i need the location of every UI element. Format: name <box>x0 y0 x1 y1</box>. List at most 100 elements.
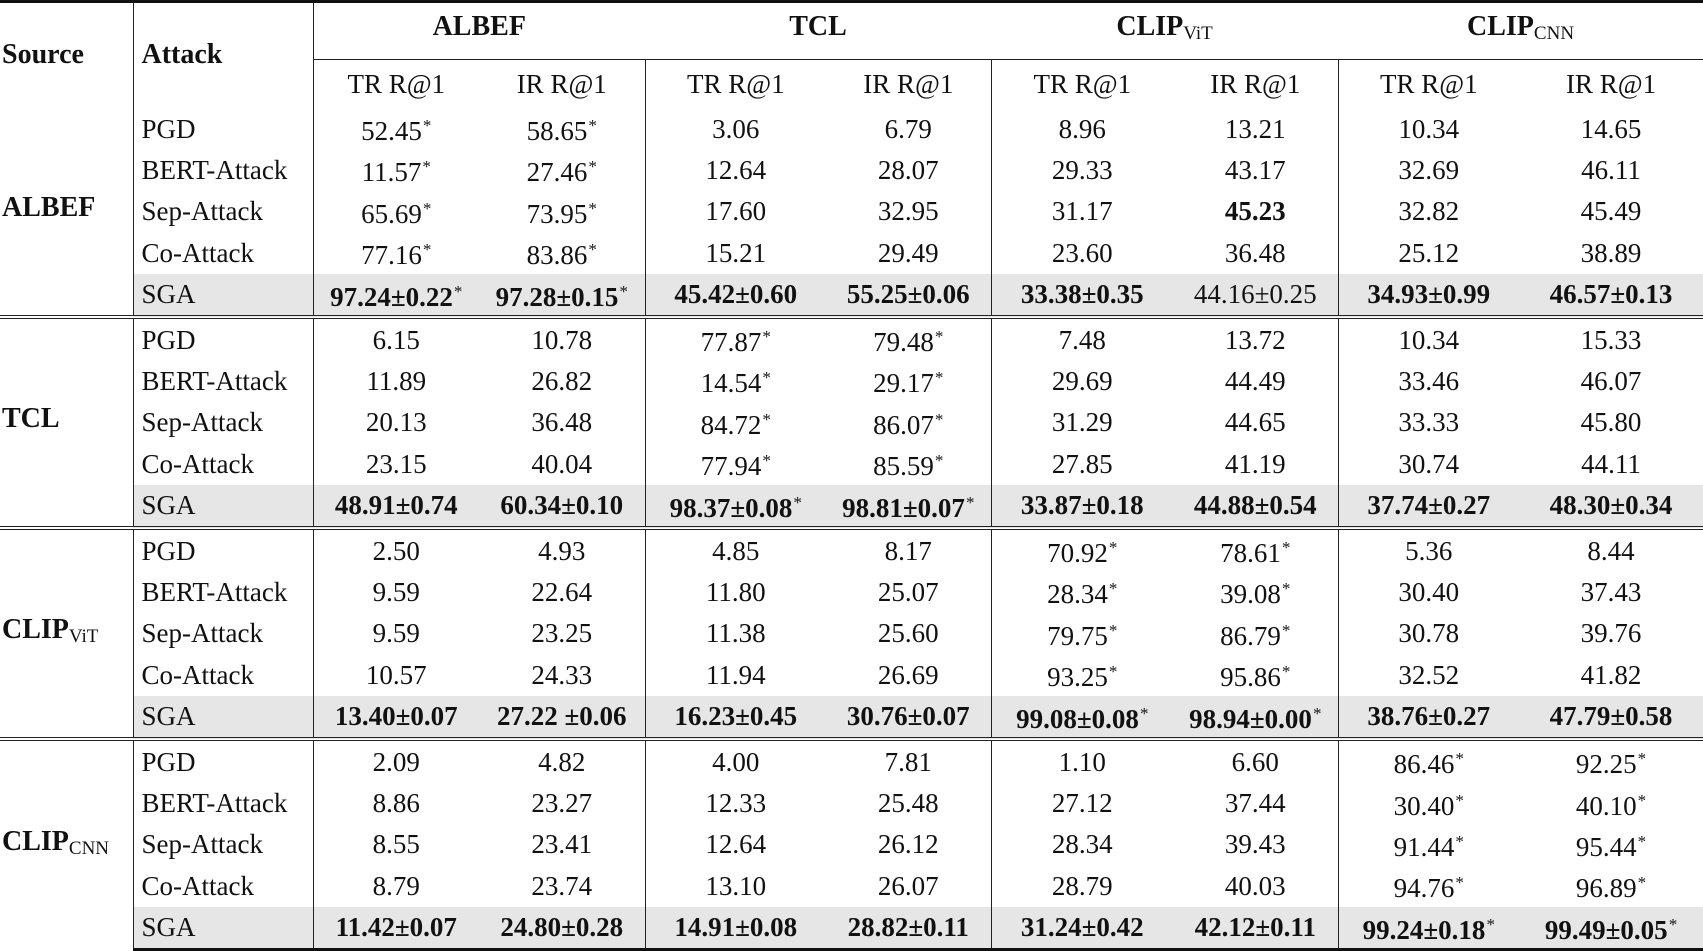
metric-value: 95.86 <box>1220 662 1281 693</box>
metric-cell: 44.11 <box>1519 443 1703 484</box>
metric-value: 99.49±0.05 <box>1544 914 1668 945</box>
metric-value: 60.34±0.10 <box>500 490 624 521</box>
attack-method-label: SGA <box>132 273 313 318</box>
metric-cell: 23.27 <box>479 783 645 824</box>
metric-cell: 26.12 <box>826 824 991 865</box>
white-box-asterisk: * <box>1637 831 1647 851</box>
metric-cell: 78.61* <box>1173 526 1339 572</box>
white-box-asterisk: * <box>1281 620 1291 640</box>
metric-cell: 44.65 <box>1173 402 1338 443</box>
metric-cell: 98.37±0.08* <box>644 484 827 529</box>
metric-value: 27.22 ±0.06 <box>496 701 627 732</box>
metric-value: 33.46 <box>1398 365 1460 396</box>
metric-cell: 48.91±0.74 <box>312 484 479 529</box>
table-row: Sep-Attack 20.13 36.48 84.72* 86.07* 31.29 44.… <box>0 401 1703 444</box>
metric-cell: 13.72 <box>1173 315 1339 361</box>
table-row: BERT-Attack 11.57* 27.46* 12.64 28.07 29.33 43… <box>0 149 1703 191</box>
metric-cell: 25.60 <box>826 613 991 654</box>
white-box-asterisk: * <box>422 157 431 177</box>
metric-value: 31.29 <box>1051 407 1113 438</box>
metric-value: 86.46 <box>1393 749 1455 780</box>
metric-cell: 11.80 <box>644 571 827 613</box>
metric-cell: 23.25 <box>479 613 645 654</box>
metric-value: 25.12 <box>1398 237 1460 268</box>
table-body: ALBEF PGD 52.45* 58.65* 3.06 6.79 8.96 13.21 10.… <box>0 108 1703 951</box>
metric-cell: 4.93 <box>479 526 646 572</box>
metric-value: 26.82 <box>531 365 593 396</box>
metric-cell: 98.81±0.07* <box>826 484 992 529</box>
metric-cell: 39.76 <box>1519 613 1703 654</box>
metric-value: 52.45 <box>361 116 422 146</box>
metric-value: 4.93 <box>538 535 586 566</box>
metric-cell: 44.88±0.54 <box>1173 484 1339 529</box>
metric-value: 23.15 <box>365 448 427 479</box>
metric-cell: 14.65 <box>1519 108 1703 149</box>
metric-value: 99.08±0.08 <box>1016 703 1139 734</box>
metric-value: 41.19 <box>1224 448 1286 479</box>
white-box-asterisk: * <box>1637 873 1647 893</box>
metric-cell: 13.21 <box>1173 108 1338 149</box>
white-box-asterisk: * <box>793 492 802 512</box>
metric-cell: 55.25±0.06 <box>826 273 992 318</box>
metric-value: 11.57 <box>361 157 422 188</box>
metric-value: 14.54 <box>700 368 762 399</box>
metric-value: 10.57 <box>365 659 427 690</box>
metric-value: 31.17 <box>1051 196 1113 227</box>
metric-value: 45.49 <box>1580 196 1642 227</box>
target-model-header: CLIPCNN <box>1338 0 1703 60</box>
attack-method-label: SGA <box>132 484 313 529</box>
metric-cell: 45.42±0.60 <box>644 273 827 318</box>
metric-cell: 8.44 <box>1519 526 1703 572</box>
metric-cell: 2.09 <box>312 737 479 783</box>
metric-value: 29.33 <box>1051 154 1113 185</box>
metric-value: 9.59 <box>372 618 420 649</box>
metric-value: 8.79 <box>372 870 420 901</box>
metric-cell: 8.17 <box>826 526 992 572</box>
white-box-asterisk: * <box>1455 749 1464 769</box>
metric-cell: 40.03 <box>1173 865 1338 906</box>
metric-value: 93.25 <box>1047 662 1108 693</box>
metric-value: 7.48 <box>1058 324 1106 355</box>
metric-cell: 14.54* <box>644 360 827 402</box>
white-box-asterisk: * <box>1139 703 1149 723</box>
metric-header: TR R@1 <box>312 59 479 108</box>
metric-value: 28.79 <box>1051 870 1113 901</box>
metric-cell: 40.10* <box>1519 783 1703 824</box>
attack-method-label: Sep-Attack <box>132 190 313 233</box>
metric-value: 10.34 <box>1398 324 1460 355</box>
metric-value: 22.64 <box>531 576 593 607</box>
metric-value: 45.23 <box>1224 196 1286 227</box>
metric-value: 26.69 <box>877 659 939 690</box>
metric-cell: 14.91±0.08 <box>644 906 827 951</box>
metric-value: 36.48 <box>1224 237 1286 268</box>
white-box-asterisk: * <box>1281 579 1291 599</box>
metric-value: 77.94 <box>700 451 762 482</box>
attack-method-label: BERT-Attack <box>132 782 313 824</box>
metric-cell: 12.33 <box>644 782 827 824</box>
metric-value: 65.69 <box>361 198 422 229</box>
metric-header: IR R@1 <box>1173 59 1339 108</box>
attack-method-label: BERT-Attack <box>132 571 313 613</box>
table-row: Co-Attack 10.57 24.33 11.94 26.69 93.25* 95.86… <box>0 654 1703 696</box>
metric-value: 79.48 <box>873 327 934 358</box>
table-row: Sep-Attack 8.55 23.41 12.64 26.12 28.34 39.43 9… <box>0 823 1703 866</box>
metric-cell: 25.48 <box>826 783 991 824</box>
metric-value: 58.65 <box>526 116 588 146</box>
metric-cell: 5.36 <box>1337 526 1520 572</box>
metric-value: 2.09 <box>372 746 420 777</box>
attack-method-label: PGD <box>132 108 313 150</box>
metric-value: 30.76±0.07 <box>846 701 970 732</box>
metric-cell: 44.49 <box>1173 360 1338 401</box>
metric-cell: 45.49 <box>1519 191 1703 232</box>
white-box-asterisk: * <box>588 240 597 260</box>
metric-cell: 11.38 <box>644 612 827 655</box>
metric-value: 77.16 <box>361 240 422 271</box>
metric-cell: 7.81 <box>826 737 992 783</box>
metric-value: 47.79±0.58 <box>1549 701 1673 732</box>
metric-value: 97.24±0.22 <box>330 281 453 312</box>
metric-cell: 40.04 <box>479 443 645 484</box>
metric-value: 32.69 <box>1398 154 1460 185</box>
metric-cell: 44.16±0.25 <box>1173 273 1339 318</box>
metric-cell: 8.96 <box>990 108 1174 150</box>
metric-cell: 92.25* <box>1519 737 1703 783</box>
